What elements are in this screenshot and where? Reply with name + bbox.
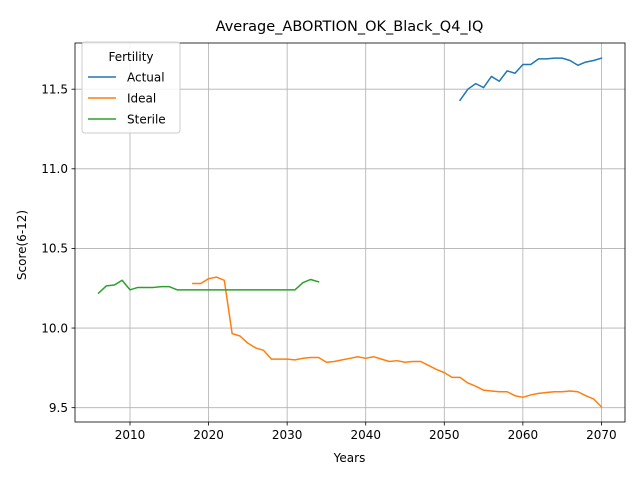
x-tick-label: 2030 [272, 428, 303, 442]
legend: Fertility Actual Ideal Sterile [81, 41, 181, 134]
x-tick-label: 2020 [193, 428, 224, 442]
x-tick-label: 2050 [429, 428, 460, 442]
grid-lines [75, 43, 625, 422]
chart-title: Average_ABORTION_OK_Black_Q4_IQ [216, 19, 484, 35]
series-line-ideal [192, 276, 603, 408]
y-tick-label: 10.5 [41, 242, 68, 256]
axes-frame [74, 42, 626, 423]
legend-label-ideal: Ideal [127, 91, 156, 105]
x-axis-ticks: 2010 2020 2030 2040 2050 2060 2070 [115, 422, 617, 442]
y-axis-ticks: 9.5 10.0 10.5 11.0 11.5 [41, 82, 75, 415]
y-tick-label: 11.5 [41, 82, 68, 96]
y-tick-label: 9.5 [49, 401, 68, 415]
y-tick-label: 10.0 [41, 321, 68, 335]
y-axis-label: Score(6-12) [15, 210, 29, 280]
legend-box [81, 41, 181, 134]
series-line-sterile [97, 278, 320, 295]
x-tick-label: 2010 [115, 428, 146, 442]
legend-title: Fertility [108, 50, 153, 64]
x-tick-label: 2070 [586, 428, 617, 442]
legend-label-actual: Actual [127, 70, 165, 84]
x-tick-label: 2040 [350, 428, 381, 442]
x-axis-label: Years [333, 451, 366, 465]
legend-label-sterile: Sterile [127, 112, 166, 126]
x-tick-label: 2060 [508, 428, 539, 442]
series-line-actual [458, 57, 603, 102]
y-tick-label: 11.0 [41, 162, 68, 176]
plot-area [97, 57, 603, 408]
